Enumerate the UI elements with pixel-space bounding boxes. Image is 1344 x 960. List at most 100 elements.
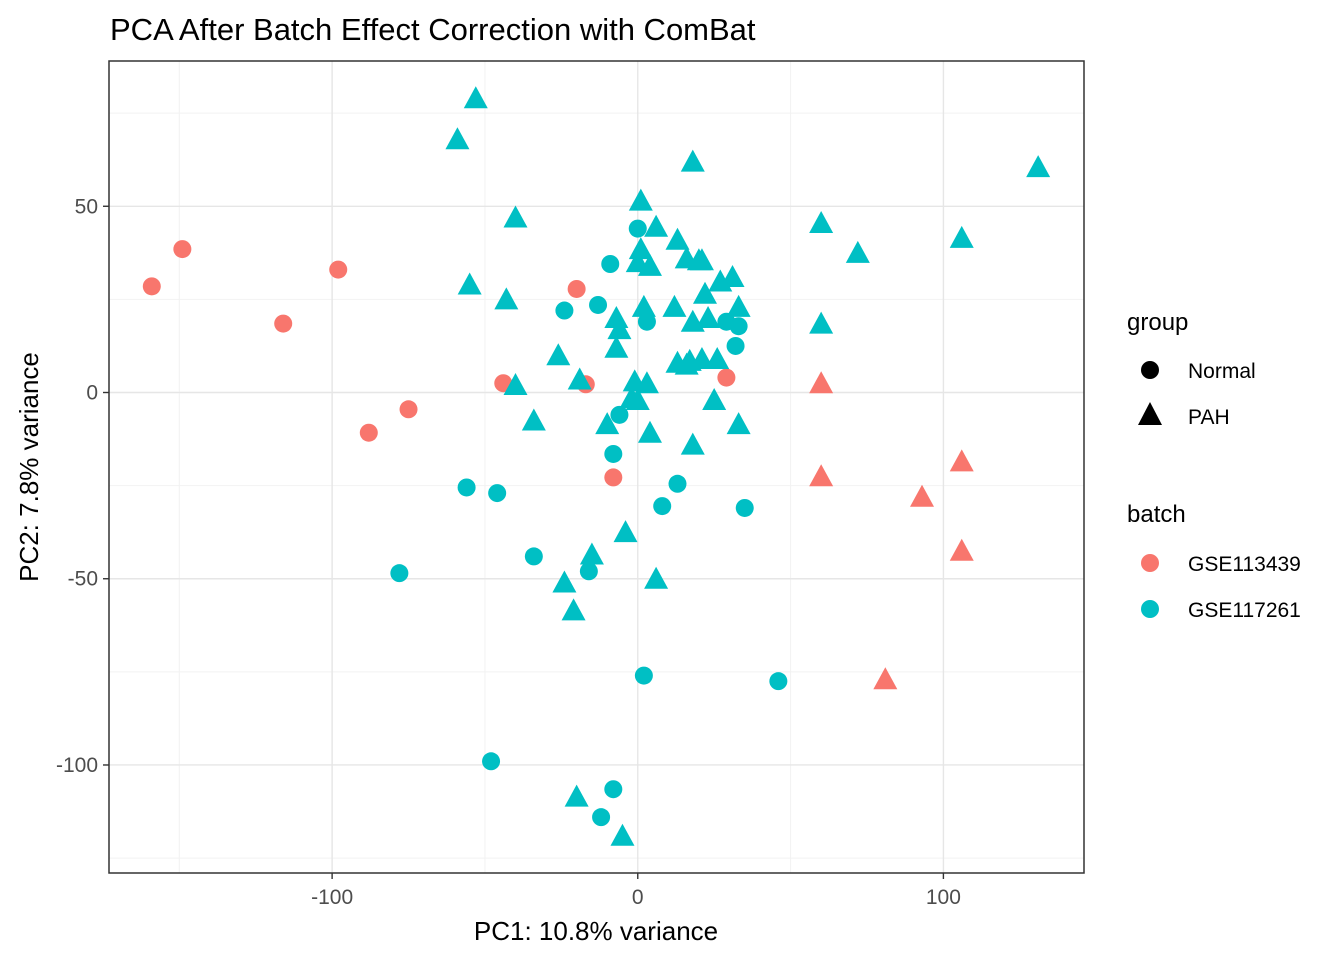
point-pah: [628, 237, 653, 260]
point-normal: [359, 423, 378, 442]
point-normal: [579, 562, 598, 581]
legend-group: group Normal PAH: [1127, 309, 1256, 429]
point-normal: [717, 368, 736, 387]
point-pah: [595, 412, 620, 435]
x-axis-label: PC1: 10.8% variance: [474, 916, 718, 946]
point-normal: [457, 478, 476, 497]
point-pah: [503, 205, 528, 228]
point-normal: [329, 260, 348, 279]
point-pah: [702, 387, 727, 410]
point-pah: [644, 214, 669, 237]
point-normal: [769, 672, 788, 691]
point-normal: [592, 808, 611, 827]
legend-gse117261-swatch: [1141, 600, 1159, 618]
point-pah: [809, 311, 834, 334]
point-normal: [604, 468, 623, 487]
point-normal: [524, 547, 543, 566]
point-pah: [726, 294, 751, 317]
legend-pah-label: PAH: [1188, 406, 1230, 429]
point-pah: [628, 188, 653, 211]
legend-batch: batch GSE113439 GSE117261: [1127, 501, 1301, 622]
legend-pah-triangle-icon: [1138, 402, 1162, 425]
point-normal: [610, 405, 629, 424]
point-normal: [637, 312, 656, 331]
point-pah: [949, 225, 974, 248]
y-tick-label: 50: [75, 195, 98, 218]
point-normal: [628, 219, 647, 238]
legend-normal-circle-icon: [1141, 361, 1159, 379]
point-pah: [457, 272, 482, 295]
y-axis-label: PC2: 7.8% variance: [14, 352, 44, 582]
point-pah: [607, 317, 632, 340]
point-pah: [494, 287, 519, 310]
point-pah: [634, 371, 659, 394]
point-normal: [735, 498, 754, 517]
point-normal: [274, 314, 293, 333]
x-axis: -100 0 100: [311, 873, 961, 909]
point-normal: [726, 336, 745, 355]
point-pah: [579, 542, 604, 565]
point-pah: [726, 412, 751, 435]
point-normal: [668, 474, 687, 493]
point-normal: [653, 497, 672, 516]
point-normal: [488, 484, 507, 503]
legend-gse113439-swatch: [1141, 554, 1159, 572]
point-normal: [634, 666, 653, 685]
point-pah: [680, 149, 705, 172]
point-pah: [689, 248, 714, 271]
legend-gse113439-label: GSE113439: [1188, 553, 1301, 576]
x-tick-label: 0: [632, 886, 644, 909]
point-normal: [482, 752, 501, 771]
point-normal: [555, 301, 574, 320]
point-pah: [689, 346, 714, 369]
y-tick-label: -50: [68, 568, 98, 591]
point-pah: [662, 294, 687, 317]
point-normal: [142, 277, 161, 296]
point-pah: [873, 667, 898, 690]
plot-border: [108, 60, 1085, 874]
point-pah: [445, 127, 470, 150]
x-tick-label: 100: [926, 886, 961, 909]
point-pah: [809, 371, 834, 394]
point-normal: [604, 780, 623, 799]
y-axis: -100 -50 0 50: [56, 195, 109, 777]
point-pah: [463, 86, 488, 109]
point-normal: [567, 279, 586, 298]
point-pah: [613, 520, 638, 543]
point-pah: [693, 281, 718, 304]
point-pah: [604, 335, 629, 358]
point-normal: [604, 444, 623, 463]
point-pah: [561, 598, 586, 621]
legend-group-title: group: [1127, 309, 1188, 336]
point-pah: [604, 306, 629, 329]
y-tick-label: -100: [56, 754, 98, 777]
grid-lines: [109, 61, 1084, 873]
point-normal: [589, 295, 608, 314]
x-tick-label: -100: [311, 886, 353, 909]
plot-panel: [109, 61, 1084, 873]
point-pah: [809, 211, 834, 234]
point-normal: [729, 317, 748, 336]
point-pah: [567, 367, 592, 390]
point-pah: [845, 240, 870, 263]
point-normal: [390, 564, 409, 583]
point-pah: [705, 346, 730, 369]
point-pah: [696, 306, 721, 329]
legend-gse117261-label: GSE117261: [1188, 599, 1301, 622]
legend-batch-title: batch: [1127, 501, 1186, 528]
point-pah: [720, 265, 745, 288]
point-pah: [949, 538, 974, 561]
point-pah: [644, 566, 669, 589]
chart-title: PCA After Batch Effect Correction with C…: [110, 12, 756, 47]
point-pah: [564, 784, 589, 807]
point-pah: [910, 484, 935, 507]
point-pah: [637, 420, 662, 443]
point-pah: [521, 408, 546, 431]
data-points: [142, 86, 1051, 846]
point-pah: [546, 343, 571, 366]
point-pah: [949, 449, 974, 472]
legend-normal-label: Normal: [1188, 360, 1256, 383]
point-normal: [399, 400, 418, 419]
point-pah: [503, 373, 528, 396]
